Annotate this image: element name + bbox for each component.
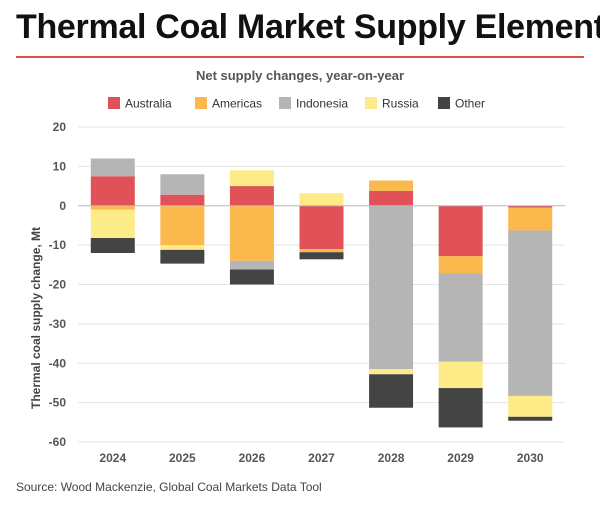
y-axis-label: Thermal coal supply change, Mt — [29, 227, 43, 409]
bar-russia-2027 — [299, 193, 344, 206]
y-tick-label: 10 — [53, 159, 67, 173]
bar-americas-2026 — [229, 205, 274, 261]
legend-swatch — [108, 97, 120, 109]
x-tick-label: 2026 — [239, 451, 266, 465]
y-tick-label: 0 — [59, 199, 66, 213]
bar-australia-2024 — [90, 176, 135, 206]
bar-other-2025 — [160, 249, 205, 264]
chart-legend: Australia Americas Indonesia Russia Other — [108, 97, 485, 111]
bar-russia-2025 — [160, 245, 205, 250]
legend-label: Russia — [382, 97, 419, 111]
legend-item-americas: Americas — [195, 97, 262, 111]
legend-swatch — [279, 97, 291, 109]
legend-item-russia: Russia — [365, 97, 419, 111]
bar-other-2029 — [438, 388, 483, 428]
x-axis: 2024 2025 2026 2027 2028 2029 2030 — [78, 205, 565, 465]
bar-other-2028 — [369, 374, 414, 408]
source-note: Source: Wood Mackenzie, Global Coal Mark… — [16, 480, 322, 494]
bar-australia-2025 — [160, 194, 205, 206]
y-tick-label: -10 — [49, 238, 67, 252]
bar-russia-2030 — [508, 395, 553, 417]
title-divider — [16, 56, 584, 58]
legend-swatch — [438, 97, 450, 109]
y-tick-label: -20 — [49, 278, 67, 292]
bar-americas-2027 — [299, 249, 344, 253]
bar-indonesia-2024 — [90, 158, 135, 177]
bar-americas-2029 — [438, 256, 483, 274]
y-tick-label: -60 — [49, 435, 67, 449]
bar-russia-2029 — [438, 361, 483, 389]
legend-item-other: Other — [438, 97, 485, 111]
x-tick-label: 2030 — [517, 451, 544, 465]
bar-other-2027 — [299, 252, 344, 260]
supply-chart: Net supply changes, year-on-year Austral… — [29, 68, 565, 465]
bar-americas-2028 — [369, 180, 414, 191]
legend-label: Indonesia — [296, 97, 348, 111]
bar-indonesia-2030 — [508, 230, 553, 396]
legend-label: Americas — [212, 97, 262, 111]
bar-russia-2024 — [90, 209, 135, 239]
x-tick-label: 2024 — [99, 451, 126, 465]
bar-other-2030 — [508, 416, 553, 421]
chart-grid — [78, 126, 565, 443]
y-tick-label: -30 — [49, 317, 67, 331]
bar-australia-2026 — [229, 186, 274, 206]
bar-australia-2029 — [438, 205, 483, 257]
legend-item-australia: Australia — [108, 97, 172, 111]
x-tick-label: 2028 — [378, 451, 405, 465]
y-tick-label: -40 — [49, 356, 67, 370]
bar-other-2026 — [229, 269, 274, 285]
bar-americas-2024 — [90, 205, 135, 210]
bar-other-2024 — [90, 238, 135, 253]
bar-indonesia-2028 — [369, 205, 414, 370]
x-tick-label: 2027 — [308, 451, 335, 465]
bar-americas-2025 — [160, 205, 205, 246]
y-tick-label: -50 — [49, 396, 67, 410]
bar-russia-2028 — [369, 369, 414, 375]
legend-item-indonesia: Indonesia — [279, 97, 348, 111]
page-title: Thermal Coal Market Supply Elements — [16, 8, 600, 46]
bar-australia-2027 — [299, 205, 344, 250]
y-axis: 20 10 0 -10 -20 -30 -40 -50 -60 — [49, 120, 67, 449]
bar-indonesia-2026 — [229, 260, 274, 270]
legend-swatch — [195, 97, 207, 109]
legend-label: Australia — [125, 97, 172, 111]
legend-swatch — [365, 97, 377, 109]
x-tick-label: 2025 — [169, 451, 196, 465]
bar-indonesia-2029 — [438, 273, 483, 362]
legend-label: Other — [455, 97, 485, 111]
bar-australia-2028 — [369, 190, 414, 206]
bar-americas-2030 — [508, 207, 553, 231]
y-tick-label: 20 — [53, 120, 67, 134]
bar-indonesia-2025 — [160, 174, 205, 195]
bar-russia-2026 — [229, 170, 274, 187]
chart-bars — [90, 158, 553, 428]
bar-australia-2030 — [508, 205, 553, 208]
chart-title: Net supply changes, year-on-year — [196, 68, 404, 83]
x-tick-label: 2029 — [447, 451, 474, 465]
